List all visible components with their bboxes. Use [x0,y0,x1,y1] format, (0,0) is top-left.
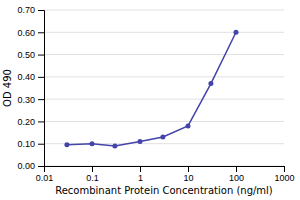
y-tick-label: 0.00 [17,161,35,171]
grid-line [44,76,284,77]
y-tick: 0.30 [17,95,44,105]
data-point [160,135,165,140]
x-tick-mark [284,166,285,172]
y-tick-mark [38,166,44,167]
x-tick-mark [140,166,141,172]
x-tick-label: 0.1 [86,173,99,183]
x-tick: 100 [229,166,244,183]
chart-svg: 0.01 0.1 1 10 100 1000 0.00 0.10 0.20 0.30 0.40 0.5… [0,0,300,200]
x-tick-mark [236,166,237,172]
y-tick-mark [38,32,44,33]
data-layer [64,30,238,149]
y-tick-label: 0.50 [17,50,35,60]
x-tick-mark [188,166,189,172]
y-tick: 0.50 [17,50,44,60]
x-tick: 0.1 [86,166,99,183]
y-tick: 0.20 [17,117,44,127]
y-tick-mark [38,99,44,100]
data-point [208,81,213,86]
chart-container: 0.01 0.1 1 10 100 1000 0.00 0.10 0.20 0.30 0.40 0.5… [0,0,300,200]
grid [44,10,284,166]
y-tick: 0.70 [17,5,44,15]
y-tick-mark [38,55,44,56]
x-axis: 0.01 0.1 1 10 100 1000 [36,166,295,183]
y-tick: 0.00 [17,161,44,171]
y-tick-mark [38,10,44,11]
y-axis: 0.00 0.10 0.20 0.30 0.40 0.50 0.60 0.70 [17,5,44,171]
grid-line [44,32,284,33]
grid-line [44,99,284,100]
grid-line [44,54,284,55]
y-tick-mark [38,121,44,122]
x-tick-label: 1000 [274,173,294,183]
y-tick-label: 0.20 [17,117,35,127]
x-tick: 10 [183,166,193,183]
y-tick-label: 0.30 [17,95,35,105]
y-tick-label: 0.60 [17,28,35,38]
data-point [234,30,239,35]
grid-line [44,121,284,122]
y-tick: 0.10 [17,139,44,149]
x-tick-label: 0.01 [36,173,54,183]
y-tick: 0.60 [17,28,44,38]
y-tick-mark [38,144,44,145]
data-point [90,141,95,146]
x-tick-label: 10 [183,173,193,183]
y-tick-label: 0.40 [17,72,35,82]
y-tick-label: 0.10 [17,139,35,149]
x-tick-mark [92,166,93,172]
grid-line [44,10,284,11]
x-tick: 0.01 [36,166,54,183]
y-tick-mark [38,77,44,78]
data-point [112,143,117,148]
y-tick: 0.40 [17,72,44,82]
data-line [67,32,236,146]
data-point [64,142,69,147]
y-tick-label: 0.70 [17,5,35,15]
x-axis-title: Recombinant Protein Concentration (ng/ml… [55,185,273,196]
x-tick: 1000 [274,166,294,183]
x-tick: 1 [138,166,143,183]
plot-area: 0.01 0.1 1 10 100 1000 0.00 0.10 0.20 0.30 0.40 0.5… [17,5,294,183]
y-axis-title: OD 490 [2,69,13,107]
y-axis-line [38,11,45,167]
x-tick-label: 100 [229,173,244,183]
data-point [186,123,191,128]
x-tick-label: 1 [138,173,143,183]
data-point [138,139,143,144]
x-axis-line [45,167,285,173]
